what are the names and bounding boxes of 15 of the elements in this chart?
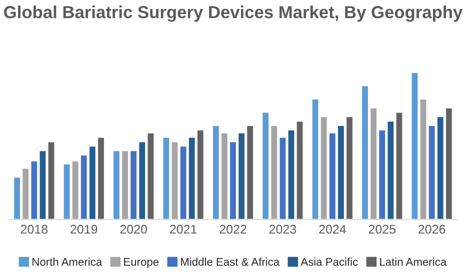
x-tick-label: 2020 [120, 224, 148, 234]
legend-label: Europe [124, 258, 159, 268]
chart-title: Global Bariatric Surgery Devices Market, By Geography [4, 6, 463, 22]
x-tick-label: 2026 [418, 224, 446, 234]
x-tick-label: 2021 [170, 224, 197, 234]
x-tick-label: 2024 [319, 224, 346, 234]
x-tick-label: 2025 [368, 224, 396, 234]
legend-label: Latin America [380, 258, 447, 266]
x-tick-label: 2023 [269, 224, 296, 234]
legend-label: Middle East & Africa [181, 258, 280, 266]
legend-label: North America [32, 258, 102, 266]
x-tick-label: 2018 [20, 224, 48, 234]
x-tick-label: 2019 [70, 224, 98, 234]
x-tick-label: 2022 [220, 224, 246, 234]
legend-label: Asia Pacific [300, 258, 358, 266]
